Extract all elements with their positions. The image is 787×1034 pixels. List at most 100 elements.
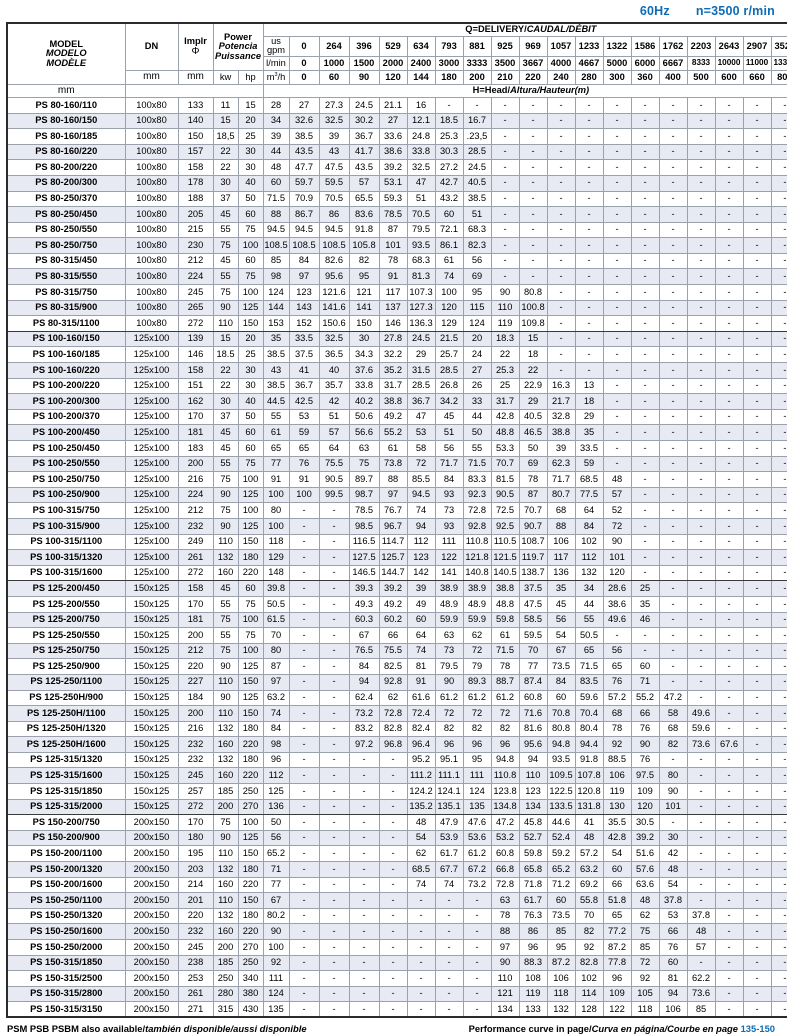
cell-head-3: 43.5	[348, 159, 380, 176]
cell-head-3: 67	[348, 627, 380, 644]
cell-head-8: 70.7	[490, 455, 520, 473]
cell-head-7: 67.2	[462, 861, 492, 878]
cell-head-8: -	[490, 174, 520, 192]
cell-model: PS 100-315/1100	[6, 533, 126, 551]
table-row: PS 80-250/450 100x80 205 45 60 88 86.7 86 83.6 78…	[6, 206, 787, 223]
cell-head-13: 30.5	[630, 814, 660, 831]
cell-head-2: -	[318, 923, 350, 940]
cell-head-9: 52.7	[518, 829, 548, 847]
cell-head-18: -	[770, 159, 787, 176]
cell-impeller: 215	[177, 221, 214, 239]
cell-head-3: 50.6	[348, 408, 380, 426]
cell-head-6: 61	[434, 252, 464, 270]
cell-head-1: 38.5	[288, 128, 320, 145]
cell-head-3: 83.2	[348, 720, 380, 738]
cell-head-11: 92	[574, 939, 604, 956]
cell-head-9: 123	[518, 783, 548, 800]
cell-head-4: -	[378, 814, 408, 831]
cell-dn: 150x125	[124, 783, 179, 800]
cell-head-14: -	[658, 471, 688, 488]
cell-power-hp: 60	[237, 580, 264, 597]
q-usgpm-16: 2907	[742, 36, 772, 57]
cell-head-10: 106	[546, 533, 576, 551]
cell-head-12: 65	[602, 658, 632, 675]
cell-head-12: 49.6	[602, 611, 632, 629]
cell-head-5: 33.8	[406, 143, 436, 161]
cell-power-kw: 75	[212, 642, 239, 660]
cell-head-16: -	[714, 486, 744, 504]
cell-impeller: 158	[177, 362, 214, 379]
cell-dn: 150x125	[124, 595, 179, 613]
cell-head-8: 90.5	[490, 486, 520, 504]
cell-head-4: 38.8	[378, 393, 408, 410]
cell-head-0: 94.5	[262, 221, 290, 239]
cell-head-11: 80.4	[574, 720, 604, 738]
cell-head-4: -	[378, 892, 408, 909]
cell-head-13: -	[630, 128, 660, 145]
cell-head-13: 76	[630, 751, 660, 769]
cell-head-7: 95	[462, 284, 492, 301]
cell-head-15: -	[686, 673, 716, 691]
cell-head-5: 64	[406, 627, 436, 644]
cell-model: PS 100-250/550	[6, 455, 126, 473]
cell-dn: 125x100	[124, 564, 179, 582]
q-m3h-14: 500	[686, 69, 716, 85]
cell-head-1: -	[288, 595, 320, 613]
cell-power-kw: 37	[212, 408, 239, 426]
cell-head-9: 76.3	[518, 907, 548, 925]
cell-head-11: -	[574, 112, 604, 130]
q-usgpm-5: 793	[434, 36, 464, 57]
cell-head-13: -	[630, 96, 660, 114]
cell-head-16: -	[714, 954, 744, 972]
cell-model: PS 100-315/1320	[6, 549, 126, 566]
cell-head-0: 35	[262, 330, 290, 348]
cell-head-16: -	[714, 642, 744, 660]
cell-head-0: 44	[262, 143, 290, 161]
speed-label: n=3500 r/min	[695, 4, 775, 18]
cell-head-17: -	[742, 673, 772, 691]
cell-head-15: -	[686, 471, 716, 488]
cell-head-16: -	[714, 190, 744, 208]
cell-power-kw: 90	[212, 829, 239, 847]
q-usgpm-11: 1322	[602, 36, 632, 57]
cell-head-5: 70.5	[406, 206, 436, 223]
cell-head-5: 111.2	[406, 767, 436, 785]
cell-head-2: 32.5	[318, 330, 350, 348]
cell-impeller: 178	[177, 174, 214, 192]
cell-head-15: -	[686, 892, 716, 909]
cell-head-15: 85	[686, 1001, 716, 1018]
cell-head-17: -	[742, 112, 772, 130]
cell-head-14: -	[658, 549, 688, 566]
cell-head-1: 108.5	[288, 237, 320, 254]
q-usgpm-15: 2643	[714, 36, 744, 57]
cell-head-11: 50.5	[574, 627, 604, 644]
cell-head-1: 152	[288, 315, 320, 332]
cell-head-13: 57.6	[630, 861, 660, 878]
cell-impeller: 230	[177, 237, 214, 254]
cell-head-1: -	[288, 814, 320, 831]
table-row: PS 80-160/220 100x80 157 22 30 44 43.5 43 41.7 38…	[6, 143, 787, 161]
header-bar: 60Hz n=3500 r/min	[6, 0, 781, 22]
cell-head-10: 87.2	[546, 954, 576, 972]
table-row: PS 150-315/1850 200x150 238 185 250 92- - - - - - -…	[6, 954, 787, 972]
cell-head-12: -	[602, 455, 632, 473]
cell-head-11: 59	[574, 455, 604, 473]
footer-availability: PSM PSB PSBM also available/también disp…	[7, 1023, 307, 1034]
header-power: Power Potencia Puissance	[212, 22, 264, 71]
cell-head-4: 27.8	[378, 330, 408, 348]
cell-head-12: -	[602, 377, 632, 395]
cell-model: PS 80-200/300	[6, 174, 126, 192]
cell-model: PS 125-250/1100	[6, 673, 126, 691]
cell-head-0: 39	[262, 128, 290, 145]
cell-head-2: -	[318, 517, 350, 535]
cell-head-8: 88	[490, 923, 520, 940]
cell-head-0: 61.5	[262, 611, 290, 629]
q-lmin-6: 3333	[462, 55, 492, 71]
cell-head-11: 29	[574, 408, 604, 426]
cell-head-12: -	[602, 143, 632, 161]
cell-head-18: -	[770, 268, 787, 286]
cell-head-10: 56	[546, 611, 576, 629]
cell-head-10: -	[546, 96, 576, 114]
table-row: PS 80-160/185 100x80 150 18,5 25 39 38.5 39 36.7…	[6, 128, 787, 145]
cell-model: PS 80-200/220	[6, 159, 126, 176]
